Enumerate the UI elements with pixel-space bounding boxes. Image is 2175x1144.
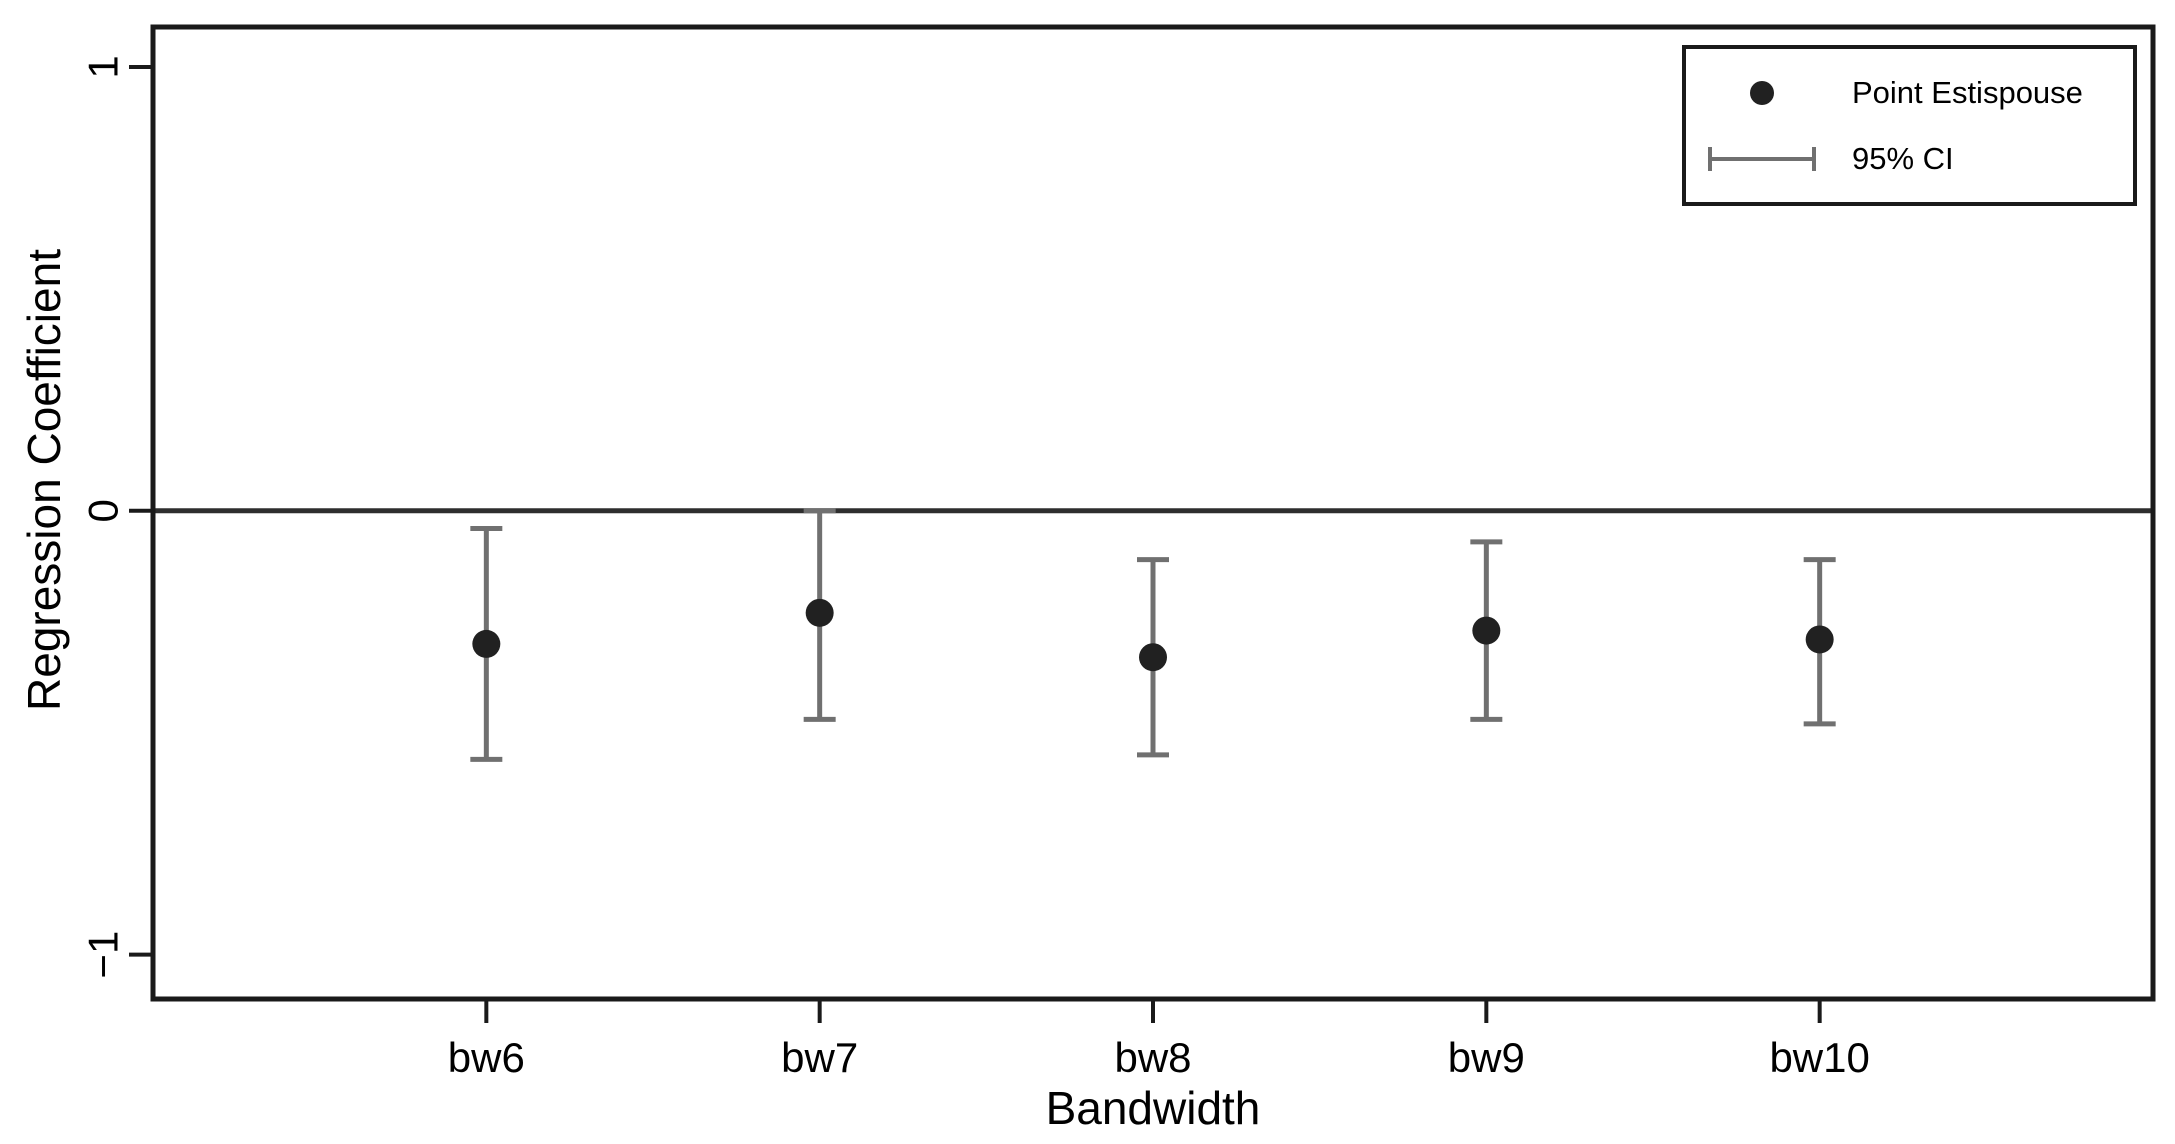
ci-errorbar-icon bbox=[1686, 145, 1838, 173]
point-estimate-bw6 bbox=[472, 629, 501, 658]
point-dot-icon bbox=[1750, 80, 1774, 105]
legend-label-point-estimate: Point Estispouse bbox=[1852, 74, 2083, 110]
x-tick-label-bw9: bw9 bbox=[1448, 1034, 1525, 1081]
x-tick-label-bw6: bw6 bbox=[448, 1034, 525, 1081]
x-tick-label-bw10: bw10 bbox=[1769, 1034, 1869, 1081]
legend-row-ci: 95% CI bbox=[1686, 126, 2133, 192]
legend: Point Estispouse 95% CI bbox=[1682, 45, 2137, 206]
errorbar-glyph bbox=[1708, 146, 1816, 171]
x-tick-label-bw7: bw7 bbox=[781, 1034, 858, 1081]
point-estimate-bw9 bbox=[1472, 616, 1501, 645]
y-tick-label: 1 bbox=[80, 55, 127, 78]
x-axis-title: Bandwidth bbox=[1046, 1082, 1261, 1134]
point-estimate-bw7 bbox=[805, 598, 834, 627]
y-tick-label: −1 bbox=[80, 931, 127, 979]
point-estimate-bw8 bbox=[1139, 643, 1167, 672]
legend-row-point-estimate: Point Estispouse bbox=[1686, 60, 2133, 126]
plot-area: 1 0 −1 bw6 bw7 bw8 bw9 bw10 bbox=[80, 24, 2156, 1081]
legend-label-ci: 95% CI bbox=[1852, 140, 1954, 176]
point-estimate-bw10 bbox=[1805, 625, 1834, 654]
y-tick-label: 0 bbox=[80, 499, 127, 522]
y-axis-title: Regression Coefficient bbox=[18, 249, 70, 711]
point-marker-icon bbox=[1686, 80, 1838, 105]
x-tick-label-bw8: bw8 bbox=[1114, 1034, 1191, 1081]
